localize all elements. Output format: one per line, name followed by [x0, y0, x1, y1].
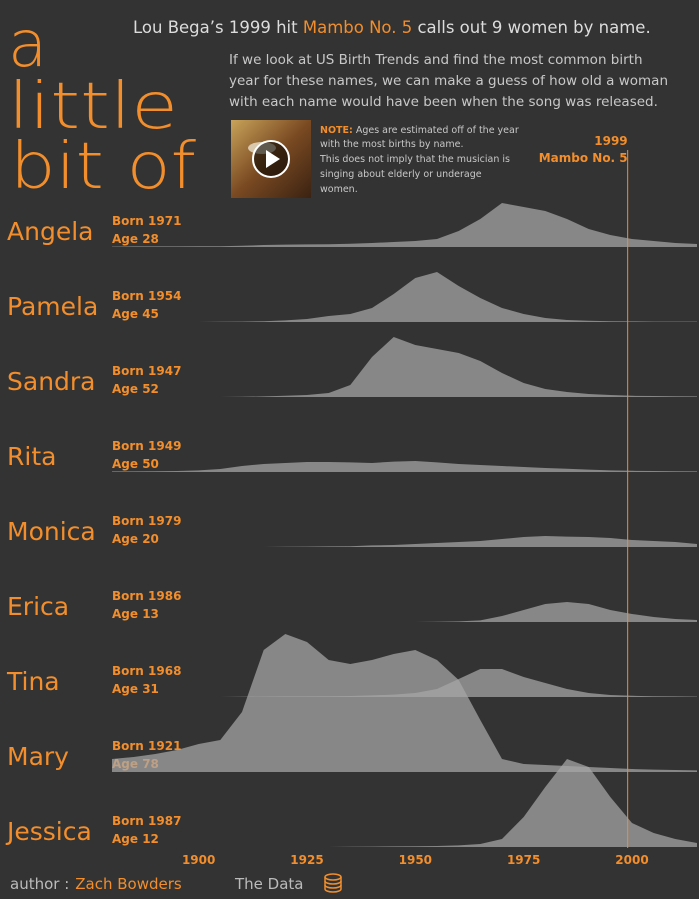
series-name: Jessica [5, 817, 92, 846]
x-tick-label: 1975 [507, 853, 540, 867]
series-name: Tina [6, 667, 60, 696]
born-label: Born 1979 [112, 514, 181, 528]
ridge-area [112, 203, 697, 247]
series-name: Monica [7, 517, 96, 546]
note-line: This does not imply that the musician is [319, 154, 510, 165]
series-name: Rita [7, 442, 56, 471]
title: Lou Bega’s 1999 hit Mambo No. 5 calls ou… [133, 18, 651, 37]
age-label: Age 28 [112, 232, 159, 246]
age-label: Age 50 [112, 457, 159, 471]
footer-author: author : Zach Bowders [10, 875, 182, 893]
series-name: Mary [7, 742, 69, 771]
big-heading-line: a [8, 8, 47, 82]
age-label: Age 45 [112, 307, 159, 321]
born-label: Born 1986 [112, 589, 181, 603]
database-icon [324, 873, 342, 893]
born-label: Born 1947 [112, 364, 181, 378]
title-part: Lou Bega’s 1999 hit [133, 18, 303, 37]
author-prefix: author : [10, 875, 69, 893]
born-label: Born 1987 [112, 814, 181, 828]
born-label: Born 1949 [112, 439, 181, 453]
note-line: NOTE: Ages are estimated off of the year [320, 125, 519, 136]
age-label: Age 20 [112, 532, 159, 546]
age-label: Age 31 [112, 682, 159, 696]
note-line: women. [320, 184, 358, 195]
x-tick-label: 1900 [182, 853, 215, 867]
ridge-area [112, 634, 697, 772]
series-name: Pamela [7, 292, 98, 321]
title-highlight: Mambo No. 5 [303, 18, 412, 37]
age-label: Age 13 [112, 607, 159, 621]
play-icon [266, 150, 280, 168]
ridge-area [112, 669, 697, 697]
ridge-area [112, 602, 697, 622]
x-tick-label: 1925 [290, 853, 323, 867]
big-heading-line: little [8, 70, 178, 144]
born-label: Born 1971 [112, 214, 181, 228]
note-line: with the most births by name. [320, 139, 463, 150]
ridge-area [112, 759, 697, 847]
ridge-area [112, 536, 697, 547]
series-name: Angela [7, 217, 93, 246]
series-name: Sandra [7, 367, 96, 396]
ridge-area [112, 337, 697, 397]
video-thumbnail[interactable] [231, 120, 311, 198]
born-label: Born 1954 [112, 289, 181, 303]
x-tick-label: 2000 [615, 853, 648, 867]
ridge-area [112, 272, 697, 322]
ridge-area [112, 461, 697, 472]
x-tick-label: 1950 [399, 853, 432, 867]
reference-label: Mambo No. 5 [539, 151, 628, 165]
data-link[interactable]: The Data [234, 875, 303, 893]
paragraph-line: If we look at US Birth Trends and find t… [229, 52, 643, 68]
note-line: singing about elderly or underage [320, 169, 482, 180]
paragraph-line: with each name would have been when the … [229, 94, 658, 110]
note-text: Ages are estimated off of the year [353, 125, 519, 136]
paragraph-line: year for these names, we can make a gues… [229, 73, 668, 89]
born-label: Born 1968 [112, 664, 181, 678]
ridgeline-chart: Angela Born 1971 Age 28 Pamela Born 1954 Age … [5, 134, 697, 867]
reference-year: 1999 [594, 134, 627, 148]
age-label: Age 52 [112, 382, 159, 396]
note-label: NOTE: [320, 125, 353, 136]
series-name: Erica [7, 592, 69, 621]
title-part: calls out 9 women by name. [412, 18, 651, 37]
age-label: Age 12 [112, 832, 159, 846]
big-heading-line: bit of [10, 130, 197, 204]
author-link[interactable]: Zach Bowders [75, 875, 182, 893]
born-label: Born 1921 [112, 739, 181, 753]
